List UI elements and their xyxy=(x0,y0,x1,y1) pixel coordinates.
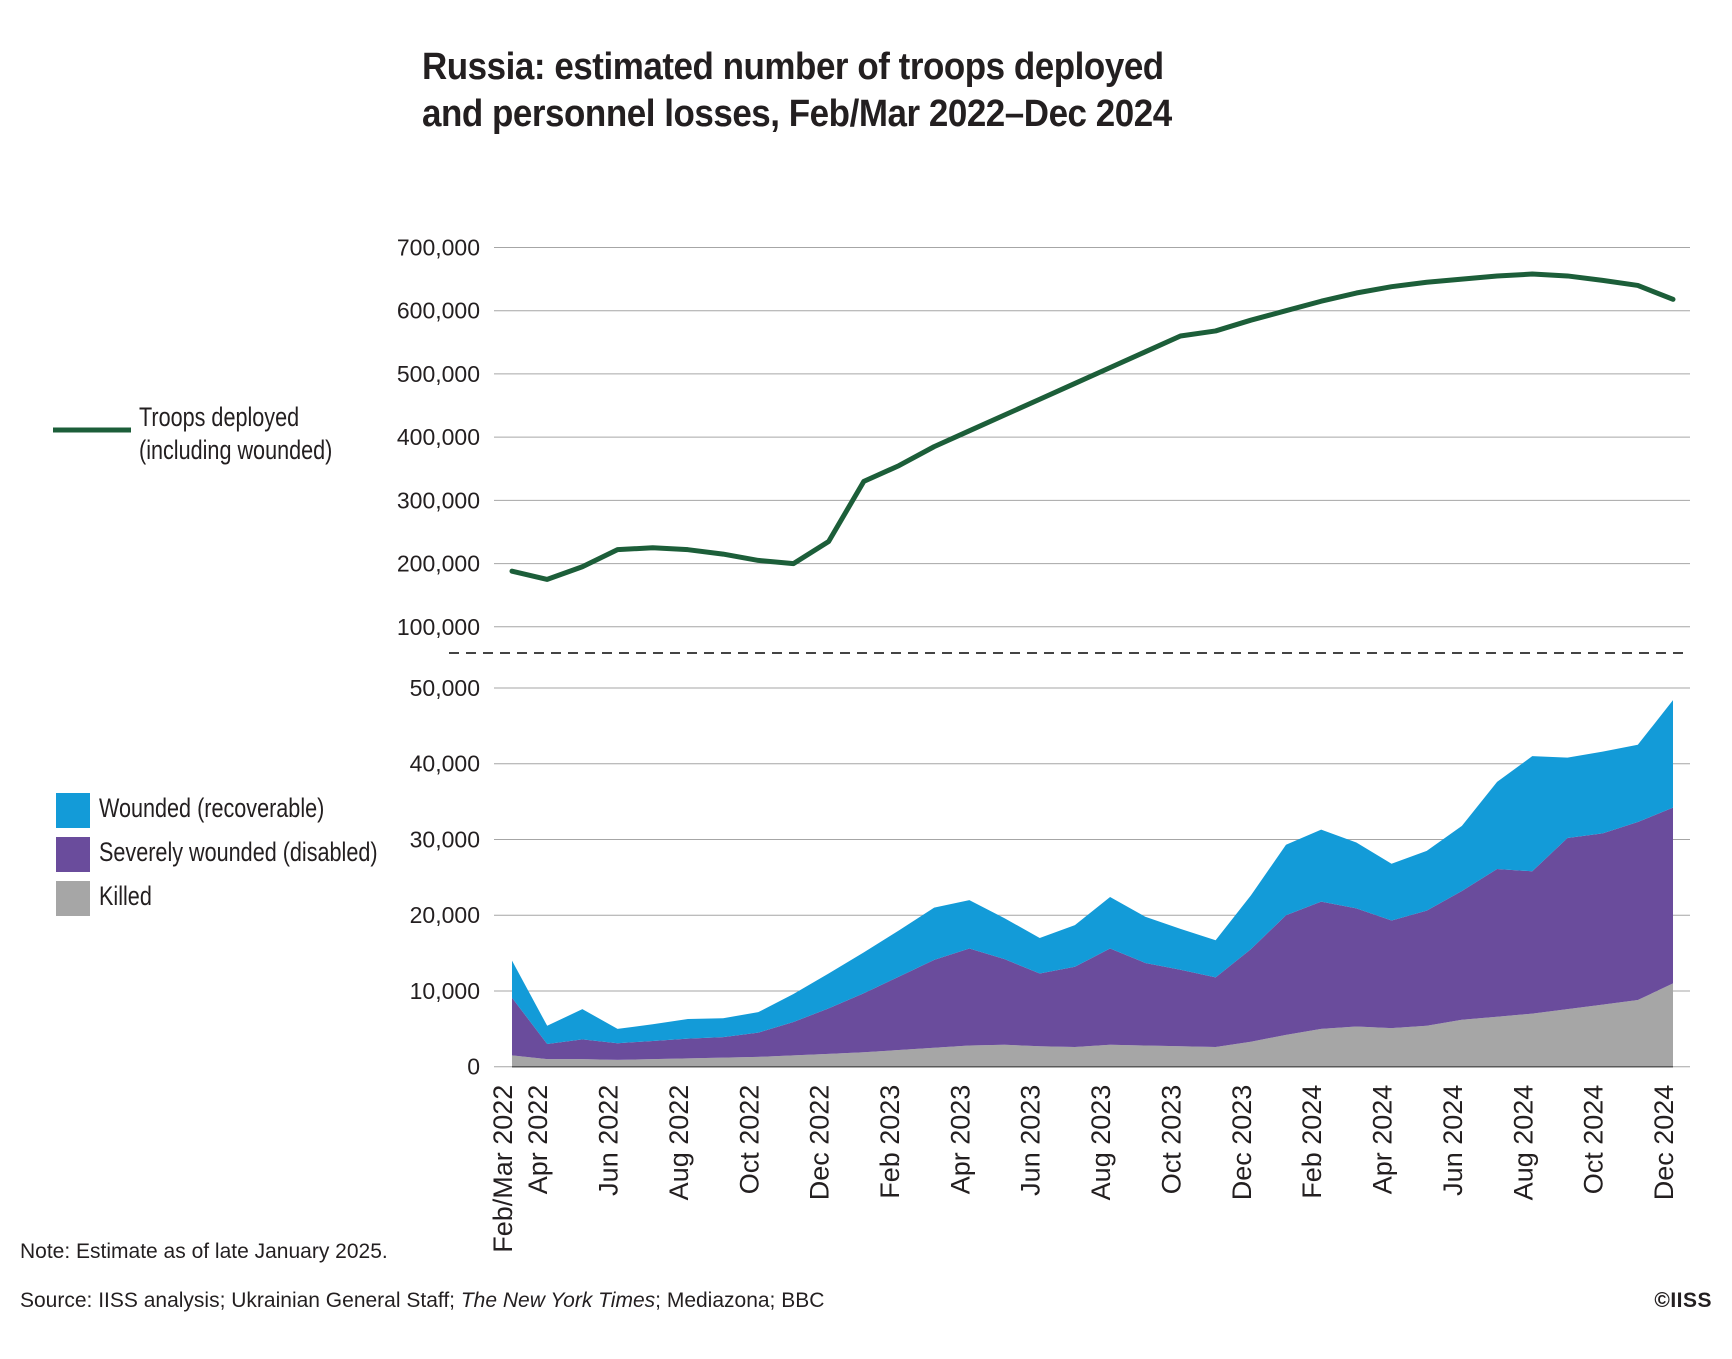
svg-text:10,000: 10,000 xyxy=(410,978,480,1004)
svg-text:Aug 2024: Aug 2024 xyxy=(1508,1085,1538,1201)
svg-text:30,000: 30,000 xyxy=(410,826,480,852)
svg-text:Jun 2022: Jun 2022 xyxy=(594,1085,624,1196)
svg-text:400,000: 400,000 xyxy=(397,424,480,450)
svg-text:Feb 2024: Feb 2024 xyxy=(1297,1085,1327,1199)
svg-text:Oct 2023: Oct 2023 xyxy=(1156,1085,1186,1195)
svg-text:Jun 2023: Jun 2023 xyxy=(1016,1085,1046,1196)
svg-text:50,000: 50,000 xyxy=(410,675,480,701)
svg-text:Aug 2023: Aug 2023 xyxy=(1086,1085,1116,1201)
svg-text:Dec 2024: Dec 2024 xyxy=(1649,1085,1679,1201)
svg-text:Apr 2022: Apr 2022 xyxy=(523,1085,553,1195)
svg-text:500,000: 500,000 xyxy=(397,361,480,387)
svg-text:20,000: 20,000 xyxy=(410,902,480,928)
svg-text:Dec 2022: Dec 2022 xyxy=(805,1085,835,1201)
svg-text:Dec 2023: Dec 2023 xyxy=(1227,1085,1257,1201)
svg-text:0: 0 xyxy=(467,1054,480,1080)
svg-text:Apr 2024: Apr 2024 xyxy=(1368,1085,1398,1195)
svg-text:Aug 2022: Aug 2022 xyxy=(664,1085,694,1201)
svg-text:Jun 2024: Jun 2024 xyxy=(1438,1085,1468,1196)
svg-text:Oct 2022: Oct 2022 xyxy=(734,1085,764,1195)
svg-text:200,000: 200,000 xyxy=(397,551,480,577)
svg-text:Feb 2023: Feb 2023 xyxy=(875,1085,905,1199)
svg-text:700,000: 700,000 xyxy=(397,235,480,261)
svg-text:600,000: 600,000 xyxy=(397,298,480,324)
svg-text:Feb/Mar 2022: Feb/Mar 2022 xyxy=(488,1085,518,1253)
svg-text:100,000: 100,000 xyxy=(397,614,480,640)
svg-text:40,000: 40,000 xyxy=(410,751,480,777)
svg-text:Apr 2023: Apr 2023 xyxy=(945,1085,975,1195)
svg-text:300,000: 300,000 xyxy=(397,487,480,513)
svg-text:Oct 2024: Oct 2024 xyxy=(1579,1085,1609,1195)
